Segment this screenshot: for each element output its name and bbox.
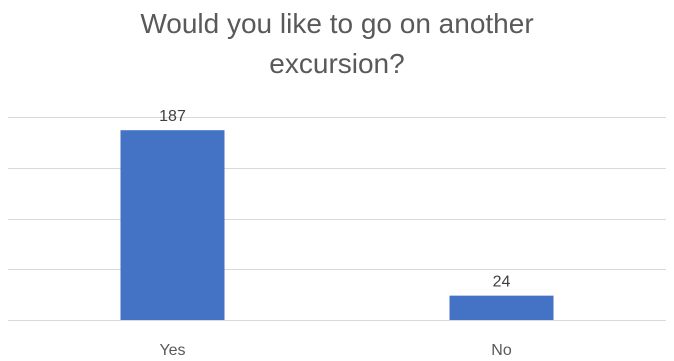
gridlines [8, 117, 666, 321]
bar-no [449, 295, 554, 320]
x-tick-label-no: No [491, 342, 512, 359]
chart-title: Would you like to go on another excursio… [0, 4, 674, 84]
data-label-yes: 187 [159, 108, 186, 125]
bar-yes [120, 130, 225, 320]
chart-title-text: Would you like to go on another excursio… [140, 8, 534, 79]
x-tick-label-yes: Yes [159, 342, 185, 359]
data-label-no: 24 [493, 274, 511, 291]
